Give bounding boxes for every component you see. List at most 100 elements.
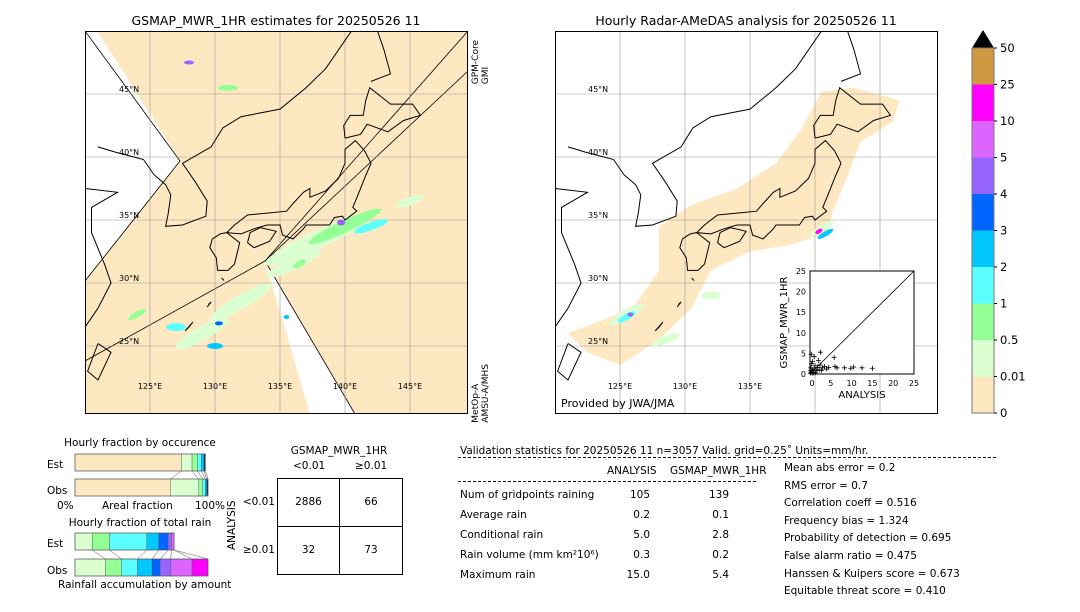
score-line: RMS error = 0.7	[784, 479, 868, 492]
rain-area	[128, 308, 146, 321]
scatter-point	[808, 351, 814, 357]
score-line: Frequency bias = 1.324	[784, 514, 909, 527]
lat-label: 30°N	[588, 274, 608, 283]
lon-label: 125°E	[608, 382, 632, 391]
coastline	[221, 277, 225, 281]
colorbar-label: 5	[1000, 151, 1007, 165]
col-label: ≥0.01	[355, 460, 388, 472]
stat-g: 5.4	[712, 569, 729, 581]
lon-label: 125°E	[138, 382, 162, 391]
scatter-point	[851, 364, 857, 370]
scatter-point	[848, 365, 854, 371]
coastline	[184, 321, 194, 332]
lat-label: 40°N	[119, 148, 139, 157]
rain-area	[293, 259, 306, 269]
coastline	[370, 31, 392, 82]
color-bin	[972, 121, 994, 158]
stat-g: 2.8	[712, 529, 729, 541]
rain-area	[627, 312, 634, 317]
stat-label: Average rain	[460, 509, 527, 521]
x-tick: 25	[909, 379, 919, 388]
coastline	[87, 343, 112, 381]
colorbar-label: 0.01	[1000, 370, 1025, 384]
lat-label: 35°N	[119, 211, 139, 220]
row-title: ANALYSIS	[226, 500, 238, 550]
col-label: <0.01	[293, 460, 326, 472]
scatter-point	[869, 365, 875, 371]
rain-area	[354, 219, 388, 234]
scatter-point	[819, 365, 825, 371]
lon-label: 130°E	[203, 382, 227, 391]
lon-label: 135°E	[738, 382, 762, 391]
map-frame	[85, 31, 468, 414]
stat-g: 139	[708, 489, 729, 501]
color-bin	[972, 376, 994, 413]
bar-segment	[191, 558, 209, 577]
bar-segment	[181, 453, 193, 472]
stat-a: 15.0	[626, 569, 650, 581]
connector	[201, 470, 206, 480]
lat-label: 45°N	[119, 85, 139, 94]
rain-area	[283, 315, 290, 320]
rain-area	[308, 208, 382, 245]
bar-frame	[74, 558, 209, 577]
lat-label: 25°N	[588, 337, 608, 346]
rain-area	[218, 84, 238, 91]
color-bin	[972, 157, 994, 194]
bar-segment	[146, 532, 159, 551]
scatter-point	[859, 365, 865, 371]
rain-area	[166, 323, 186, 332]
scatter-point	[826, 364, 832, 370]
lat-label: 30°N	[119, 274, 139, 283]
connector	[170, 470, 182, 480]
coastline	[679, 232, 711, 271]
bar-segment	[74, 558, 106, 577]
stat-a: 0.2	[633, 509, 650, 521]
x-tick: 20	[888, 379, 898, 388]
cell: 2886	[278, 479, 340, 527]
colorbar-label: 0.5	[1000, 333, 1018, 347]
bar-frame	[74, 453, 206, 472]
connector	[205, 470, 209, 480]
bar-segment	[198, 478, 203, 497]
y-axis-label: GSMAP_MWR_1HR	[779, 277, 790, 369]
sat-label-top: GPM-Core GMI	[471, 40, 491, 84]
score-line: Hanssen & Kuipers score = 0.673	[784, 567, 960, 580]
bar-segment	[170, 558, 193, 577]
stat-label: Rain volume (mm km²10⁶)	[460, 549, 599, 561]
colorbar-label: 10	[1000, 114, 1015, 128]
bar-segment	[158, 532, 169, 551]
connector	[109, 549, 122, 560]
bar-segment	[109, 532, 148, 551]
scatter-point	[809, 359, 815, 365]
bar-segment	[202, 478, 206, 497]
y-tick: 0	[801, 370, 806, 379]
bar-segment	[167, 532, 172, 551]
coastline	[85, 188, 120, 328]
stats-header: Validation statistics for 20250526 11 n=…	[460, 445, 869, 457]
rain-fraction-title: Hourly fraction of total rain	[68, 517, 212, 529]
divider	[458, 481, 756, 482]
stat-label: Conditional rain	[460, 529, 544, 541]
lat-label: 35°N	[588, 211, 608, 220]
x-tick: 15	[867, 379, 877, 388]
connector	[174, 549, 209, 560]
sensor-name: AMSU-A/MHS	[481, 364, 491, 423]
lon-label: 130°E	[673, 382, 697, 391]
extend-arrow	[972, 30, 994, 48]
coastline	[676, 301, 682, 308]
colorbar-label: 0	[1000, 406, 1007, 420]
connector	[173, 549, 193, 560]
col-gsmap: GSMAP_MWR_1HR	[670, 465, 767, 477]
score-line: False alarm ratio = 0.475	[784, 550, 917, 562]
lon-label: 135°E	[268, 382, 292, 391]
rain-area	[815, 228, 823, 234]
score-line: Probability of detection = 0.695	[784, 532, 952, 545]
xtick-100: 100%	[195, 500, 226, 512]
right-map-title: Hourly Radar-AMeDAS analysis for 2025052…	[595, 13, 897, 28]
rain-area	[265, 250, 321, 278]
rain-area	[701, 291, 721, 300]
colorbar-label: 25	[1000, 78, 1015, 92]
scatter-point	[807, 370, 813, 376]
